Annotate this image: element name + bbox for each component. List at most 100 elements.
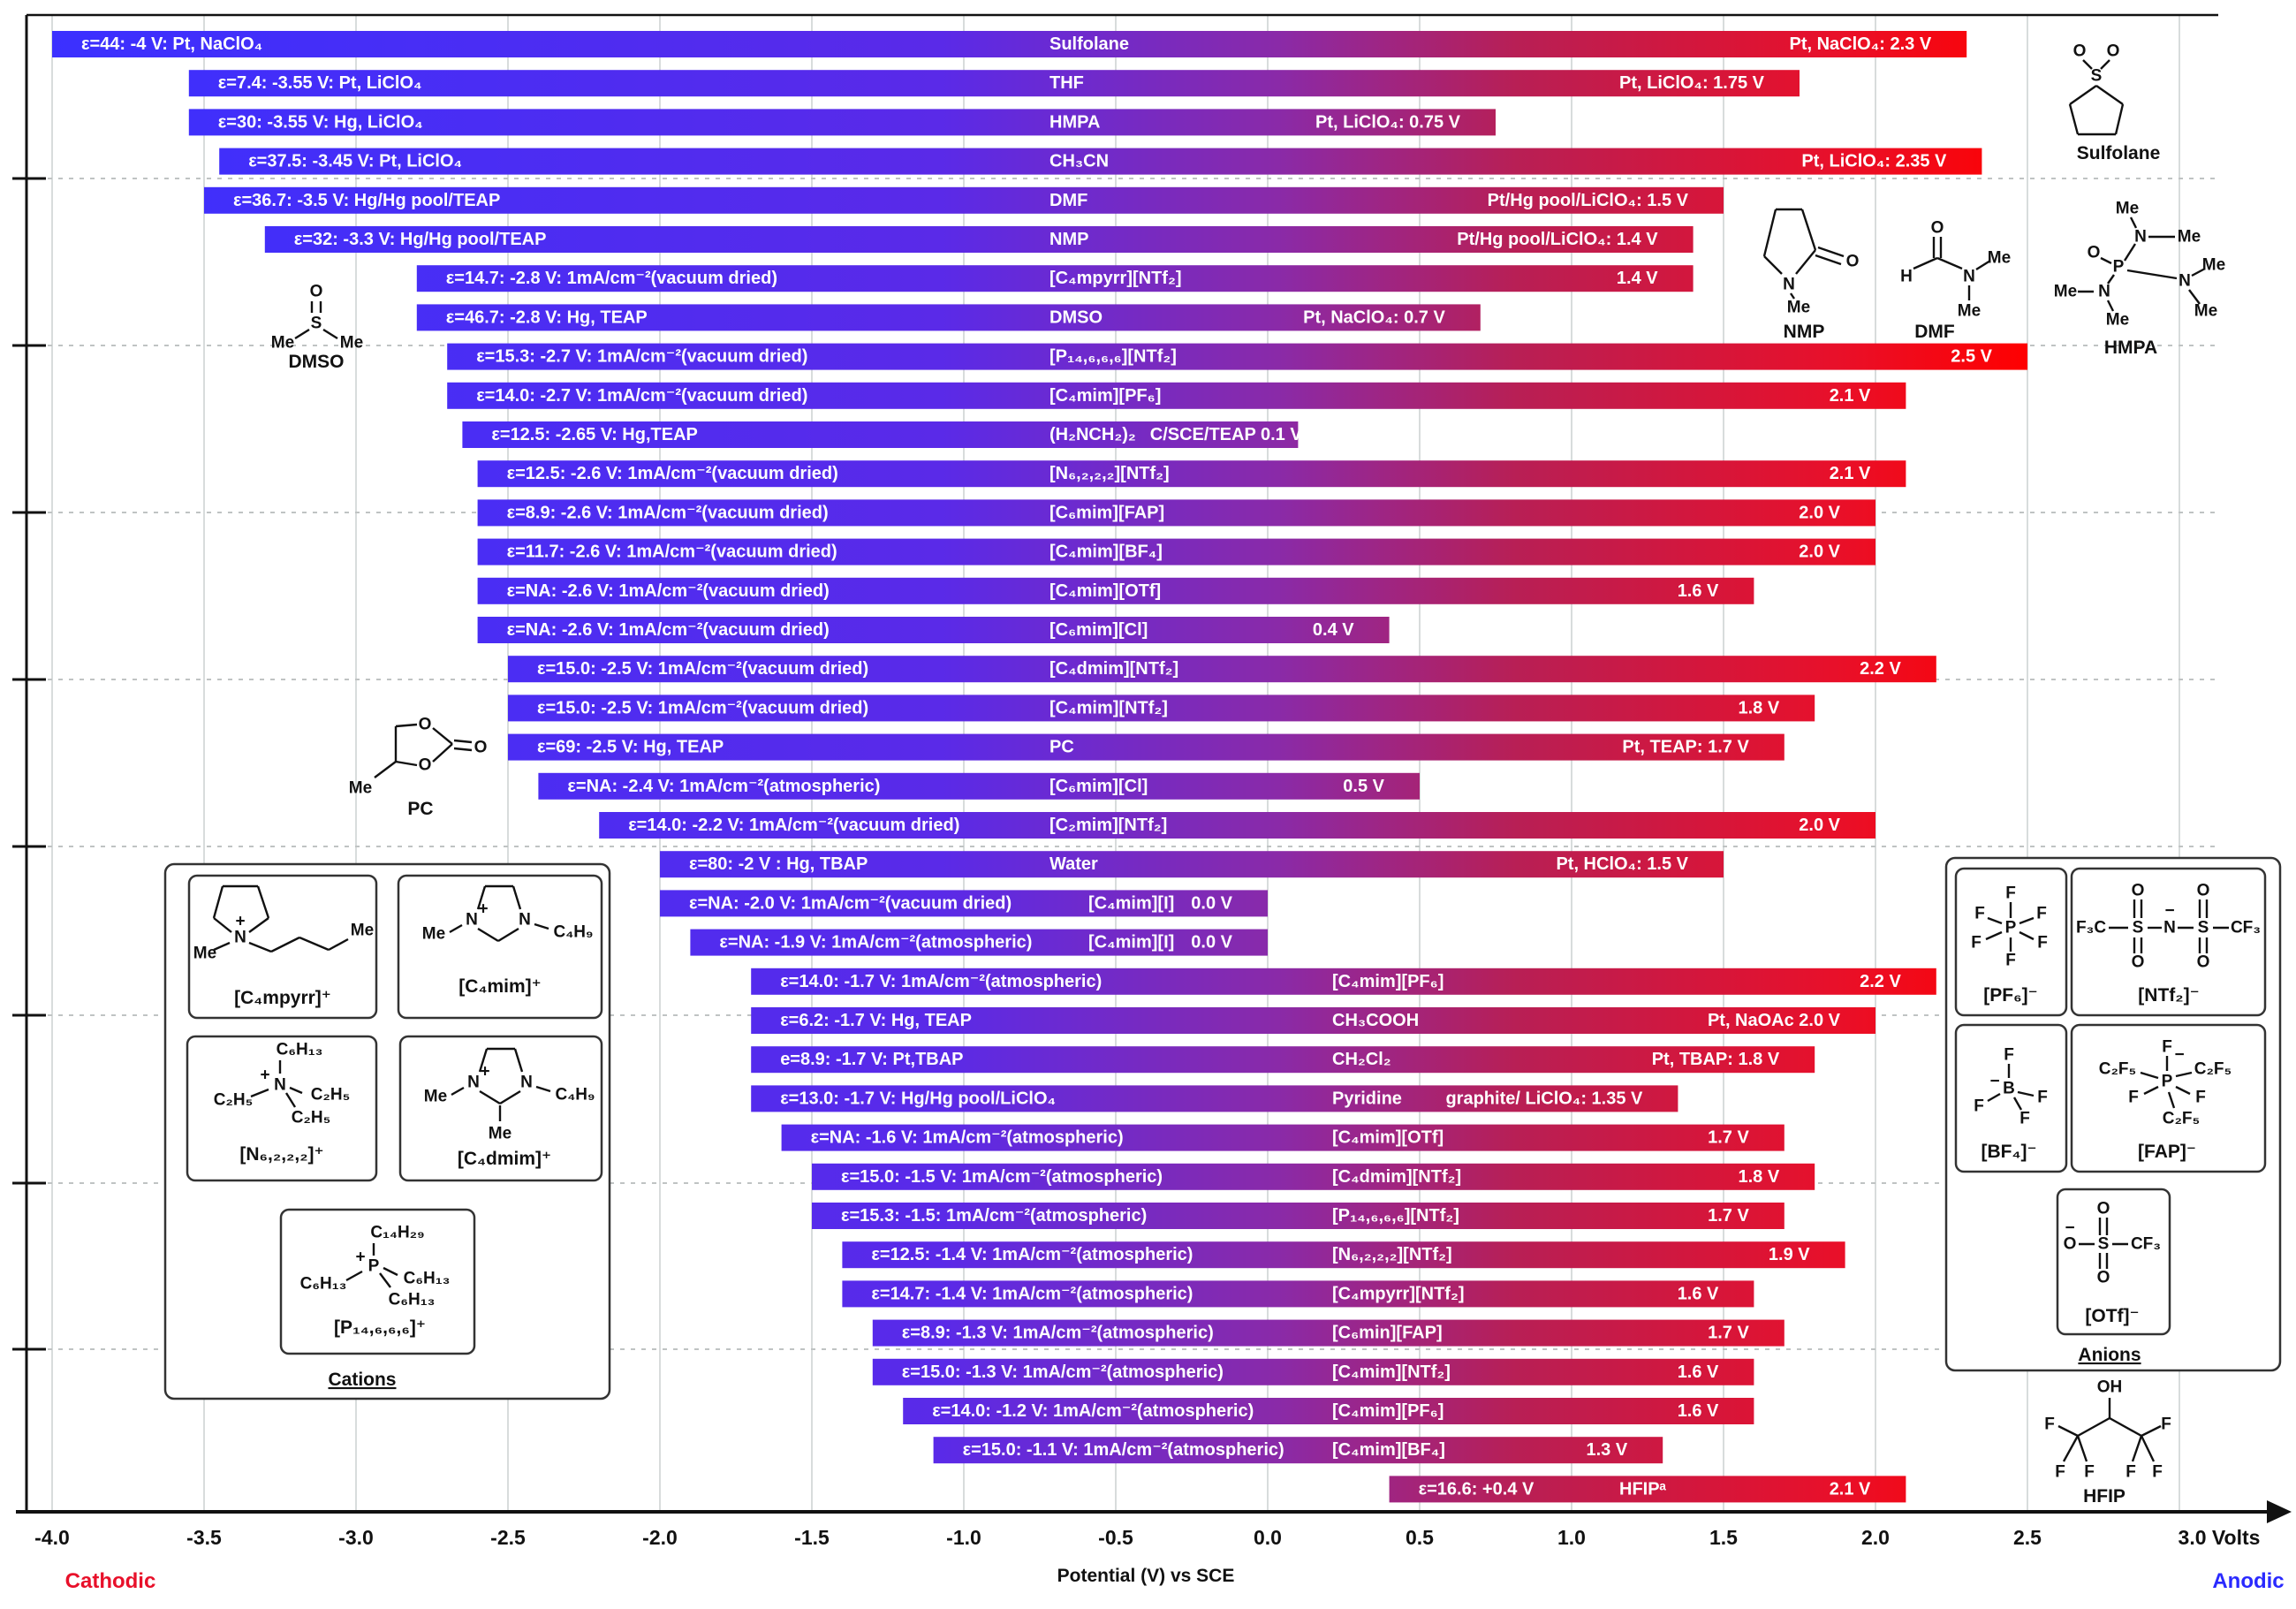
atom-label: O [419,756,432,775]
bar-label-anodic: 0.0 V [1191,893,1232,913]
bar [751,968,1936,995]
bar-label-anodic: 2.0 V [1799,503,1840,522]
bond [449,923,463,934]
bond [374,761,397,778]
bond [1815,254,1842,266]
bar-label-solvent: [C₄mim][NTf₂] [1332,1362,1451,1382]
bar-row: ε=46.7: -2.8 V: Hg, TEAP DMSO Pt, NaClO₄: … [416,304,1481,331]
atom-label: F [2195,1089,2206,1107]
bar-label-anodic: 0.4 V [1313,620,1354,640]
bond [299,936,330,952]
bar-label-anodic: 1.3 V [1586,1440,1627,1460]
bar-label-anodic: 1.6 V [1678,1401,1719,1421]
bar-label-anodic: Pt, TEAP: 1.7 V [1622,738,1749,757]
bar [933,1437,1663,1464]
bar [842,1241,1845,1269]
bond [513,1048,524,1073]
bar-label-solvent: Sulfolane [1049,34,1129,54]
bond [2057,1424,2079,1438]
bar-row: ε=7.4: -3.55 V: Pt, LiClO₄ THF Pt, LiClO₄:… [188,70,1800,97]
bar-label-solvent: [C₄dmim][NTf₂] [1332,1167,1461,1187]
atom-label: O [474,739,488,757]
bond [322,328,338,340]
bar-row: ε=80: -2 V : Hg, TBAP Water Pt, HClO₄: 1.5… [660,851,1724,878]
bond [2019,930,2035,941]
bar-label-solvent: [C₆mim][FAP] [1049,503,1164,522]
atom-label: CF₃ [2231,919,2261,937]
atom-label: C₂H₅ [311,1086,351,1104]
c4dmim-label: [C₄dmim]⁺ [458,1149,551,1169]
p14666-label: [P₁₄,₆,₆,₆]⁺ [334,1317,426,1338]
bond [2141,1424,2162,1438]
pf6-label: [PF₆]⁻ [1983,985,2037,1006]
bar-label-anodic: 1.7 V [1708,1324,1749,1343]
bar-row: ε=14.7: -2.8 V: 1mA/cm⁻²(vacuum dried) [C… [416,265,1694,292]
bar [204,186,1724,214]
bond [2114,103,2125,135]
bar-label-anodic: Pt, LiClO₄: 1.75 V [1619,73,1765,93]
bar-label-cathodic: ε=15.0: -1.1 V: 1mA/cm⁻²(atmospheric) [963,1440,1284,1460]
bond [212,885,224,919]
atom-label: + [480,1063,489,1082]
bond [1763,255,1783,275]
atom-label: F [2126,1463,2136,1482]
atom-label: O [2064,1235,2077,1254]
bar-label-solvent: HMPA [1049,112,1100,132]
bar-row: ε=NA: -1.6 V: 1mA/cm⁻²(atmospheric) [C₄mi… [781,1124,1785,1151]
bar [751,1046,1815,1074]
bond [284,1092,297,1108]
atom-label: C₄H₉ [555,1086,595,1104]
bar-label-anodic: 0.5 V [1343,777,1384,796]
bf4-box [1954,1023,2068,1173]
bond [534,922,549,930]
anions-box-title: Anions [2078,1345,2141,1365]
bond [1790,292,1795,300]
bar-label-cathodic: ε=NA: -2.6 V: 1mA/cm⁻²(vacuum dried) [507,581,830,601]
atom-label: N [2179,272,2191,291]
x-tick-label: 1.0 [1557,1526,1586,1549]
bar-label-solvent: Pyridine [1332,1089,1402,1108]
bar [903,1398,1754,1424]
bar [447,382,1906,409]
bond [1975,259,1991,271]
bar [416,265,1694,292]
bond [453,739,473,744]
bar-label-cathodic: ε=15.3: -2.7 V: 1mA/cm⁻²(vacuum dried) [476,347,807,367]
bond [2175,1085,2191,1096]
atom-label: N [2134,228,2147,247]
hfip-label: HFIP [2083,1486,2126,1507]
x-tick-label: 3.0 Volts [2179,1526,2261,1549]
atom-label: Me [193,945,216,963]
bar-label-solvent: [N₆,₂,₂,₂][NTf₂] [1049,464,1170,483]
bar [812,1203,1785,1229]
ntf2-box [2070,867,2267,1017]
bar-label-cathodic: ε=16.6: +0.4 V [1419,1479,1534,1499]
bar-label-cathodic: ε=8.9: -1.3 V: 1mA/cm⁻²(atmospheric) [902,1324,1214,1343]
bar [188,109,1496,136]
bond [2140,1435,2156,1462]
atom-label: − [2164,902,2174,921]
bar-label-solvent: NMP [1049,230,1088,249]
atom-label: + [355,1248,365,1267]
bond [2100,59,2110,70]
bar-row: ε=30: -3.55 V: Hg, LiClO₄ HMPA Pt, LiClO₄:… [188,109,1496,136]
bar [477,499,1875,527]
bar-label-anodic: Pt, NaClO₄: 0.7 V [1303,307,1445,327]
bond [1936,256,1963,270]
hmpa-label: HMPA [2104,338,2157,358]
bar-row: ε=12.5: -2.65 V: Hg,TEAP (H₂NCH₂)₂ C/SCE/T… [462,421,1302,448]
bar-label-cathodic: ε=15.0: -1.5 V: 1mA/cm⁻²(atmospheric) [841,1167,1163,1187]
anodic-label: Anodic [2212,1569,2284,1593]
bf4-label: [BF₄]⁻ [1981,1142,2036,1162]
atom-label: Me [2178,228,2201,247]
structure-bf4: BFF FF−[BF₄]⁻ [1954,1023,2068,1173]
bar-row: ε=14.0: -1.2 V: 1mA/cm⁻²(atmospheric) [C₄… [903,1398,1754,1424]
bar-label-anodic: 1.4 V [1617,269,1658,288]
bar-label-anodic: 2.1 V [1830,386,1871,406]
bar-label-cathodic: ε=80: -2 V : Hg, TBAP [689,854,868,874]
bar-label-anodic: Pt, HClO₄: 1.5 V [1556,854,1688,874]
bars: ε=44: -4 V: Pt, NaClO₄ Sulfolane Pt, NaClO… [52,31,2028,1503]
bar [690,929,1268,956]
